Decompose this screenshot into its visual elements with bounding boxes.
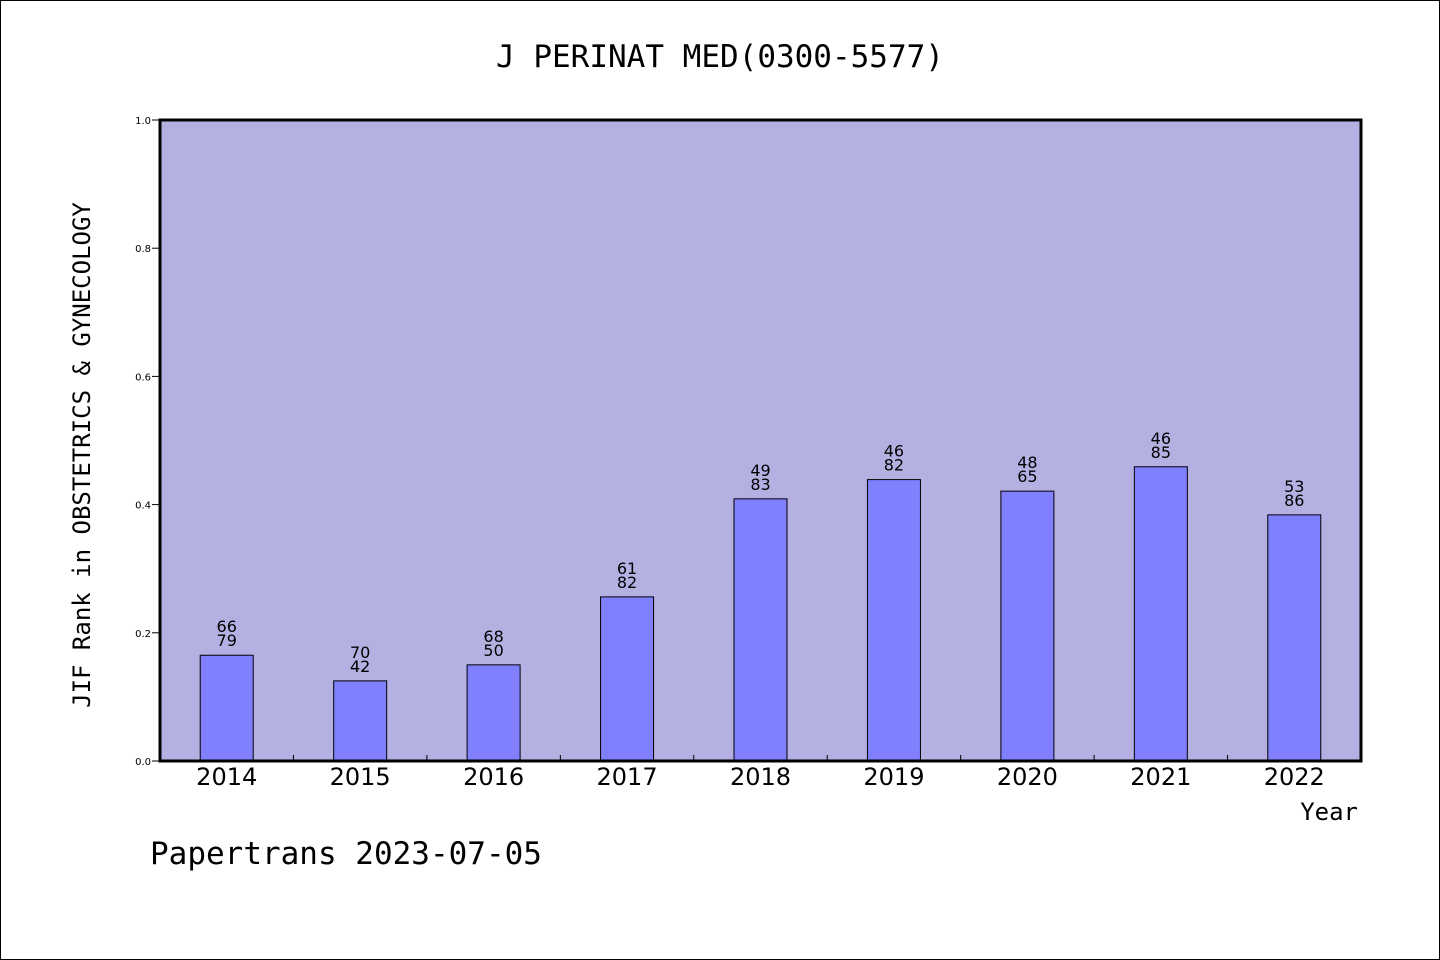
x-tick-label-2019: 2019 — [863, 763, 924, 791]
x-tick-label-2018: 2018 — [730, 763, 791, 791]
bar-label-bottom-2018: 83 — [750, 475, 770, 494]
x-tick-label-2017: 2017 — [597, 763, 658, 791]
bar-2017 — [600, 596, 655, 762]
bar-2019 — [866, 479, 921, 762]
bar-label-top-2018: 49 — [750, 461, 770, 480]
y-axis-label: JIF Rank in OBSTETRICS & GYNECOLOGY — [68, 202, 96, 708]
footer-text: Papertrans 2023-07-05 — [150, 836, 542, 872]
y-tick-label: 1.0 — [135, 116, 151, 127]
bar-label-top-2014: 66 — [217, 617, 237, 636]
x-tick-label-2021: 2021 — [1130, 763, 1191, 791]
bar-2015 — [333, 680, 388, 762]
x-tick-label-2014: 2014 — [196, 763, 257, 791]
bar-label-top-2017: 61 — [617, 559, 637, 578]
bar-2022 — [1267, 514, 1322, 762]
bar-label-bottom-2016: 50 — [483, 641, 503, 660]
y-tick-label: 0.0 — [135, 757, 151, 768]
x-tick-label-2016: 2016 — [463, 763, 524, 791]
y-tick-label: 0.4 — [135, 501, 151, 512]
bar-label-bottom-2017: 82 — [617, 573, 637, 592]
x-tick-label-2022: 2022 — [1264, 763, 1325, 791]
bar-label-bottom-2020: 65 — [1017, 467, 1037, 486]
bar-label-bottom-2022: 86 — [1284, 491, 1304, 510]
bar-label-top-2021: 46 — [1151, 429, 1171, 448]
bar-label-bottom-2015: 42 — [350, 657, 370, 676]
x-tick-label-2015: 2015 — [330, 763, 391, 791]
x-tick-label-2020: 2020 — [997, 763, 1058, 791]
bar-label-top-2020: 48 — [1017, 453, 1037, 472]
x-axis-label: Year — [1300, 798, 1358, 826]
chart-title: J PERINAT MED(0300-5577) — [496, 39, 944, 75]
y-tick-label: 0.6 — [135, 372, 151, 383]
y-tick-label: 0.2 — [135, 629, 151, 640]
bar-label-top-2015: 70 — [350, 643, 370, 662]
bar-label-top-2016: 68 — [483, 627, 503, 646]
bar-2018 — [733, 498, 788, 762]
bar-label-top-2019: 46 — [884, 442, 904, 461]
bar-2016 — [466, 664, 521, 762]
bar-label-bottom-2019: 82 — [884, 456, 904, 475]
bar-label-bottom-2014: 79 — [217, 631, 237, 650]
bar-2021 — [1133, 466, 1188, 762]
bar-2020 — [1000, 490, 1055, 762]
bar-label-top-2022: 53 — [1284, 477, 1304, 496]
bar-label-bottom-2021: 85 — [1151, 443, 1171, 462]
bar-2014 — [199, 654, 254, 762]
plot-border — [158, 118, 1363, 763]
y-tick-label: 0.8 — [135, 244, 151, 255]
